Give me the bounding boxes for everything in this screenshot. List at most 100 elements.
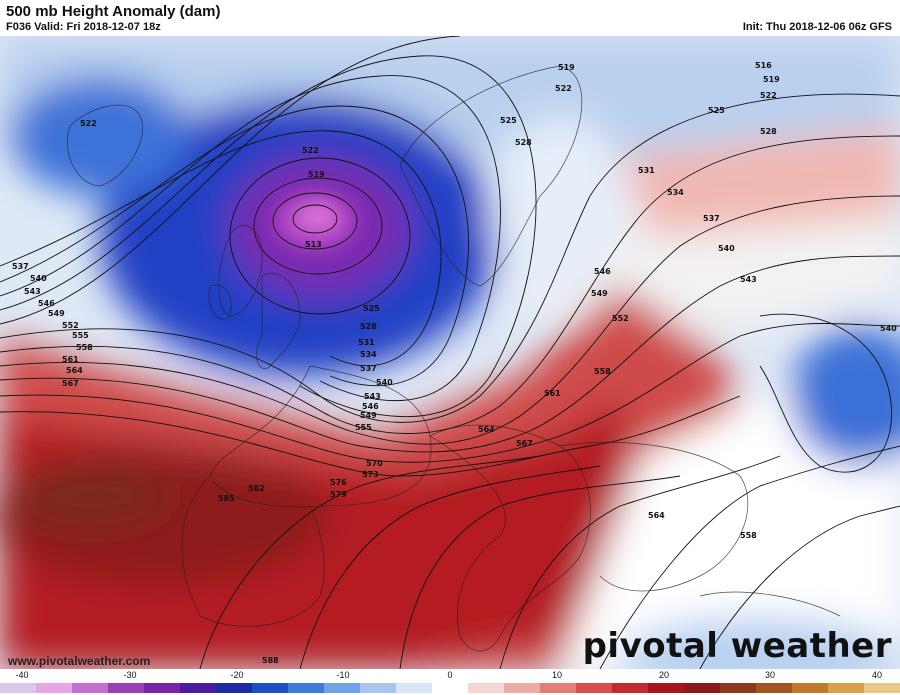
height-contours (0, 36, 900, 669)
contour-label: 528 (760, 127, 777, 136)
colorbar-swatch (432, 683, 468, 693)
colorbar-swatch (72, 683, 108, 693)
colorbar-swatch (684, 683, 720, 693)
init-time: Init: Thu 2018-12-06 06z GFS (742, 21, 892, 33)
contour-label: 537 (12, 262, 29, 271)
contour-label: 519 (308, 170, 325, 179)
contour-label: 573 (362, 470, 379, 479)
contour-label: 543 (24, 287, 41, 296)
contour-label: 570 (366, 459, 383, 468)
pivotal-weather-logo: pivotal weather (582, 626, 892, 666)
contour-label: 513 (305, 240, 322, 249)
contour-label: 558 (740, 531, 757, 540)
colorbar-swatch (864, 683, 900, 693)
coastlines (67, 65, 841, 652)
colorbar-swatch (288, 683, 324, 693)
contour-label: 540 (30, 274, 47, 283)
contour-label: 534 (360, 350, 377, 359)
colorbar-swatch (468, 683, 504, 693)
colorbar-swatch (828, 683, 864, 693)
low-center (275, 193, 355, 249)
colorbar-swatch (396, 683, 432, 693)
colorbar-swatch (792, 683, 828, 693)
contour-label: 522 (80, 119, 97, 128)
contour-label: 561 (544, 389, 561, 398)
contour-label: 585 (218, 494, 235, 503)
colorbar-swatch (540, 683, 576, 693)
colorbar-swatch (0, 683, 36, 693)
contour-label: 525 (708, 106, 725, 115)
contour-label: 564 (648, 511, 665, 520)
colorbar-swatch (252, 683, 288, 693)
contour-label: 531 (638, 166, 655, 175)
anomaly-map-svg: 513 516 519 522 525 528 531 534 537 540 … (0, 36, 900, 669)
colorbar-swatch (720, 683, 756, 693)
contour-label: 519 (763, 75, 780, 84)
colorbar-swatch (612, 683, 648, 693)
contour-label: 567 (516, 439, 533, 448)
valid-time: F036 Valid: Fri 2018-12-07 18z (6, 21, 161, 33)
contour-label: 522 (760, 91, 777, 100)
colorbar-tick: 30 (764, 670, 776, 680)
anomaly-map[interactable]: 513 516 519 522 525 528 531 534 537 540 … (0, 36, 900, 669)
contour-label: 558 (594, 367, 611, 376)
colorbar-swatch (144, 683, 180, 693)
contour-label: 525 (500, 116, 517, 125)
contour-label: 546 (38, 299, 55, 308)
colorbar-swatch (216, 683, 252, 693)
contour-label: 546 (362, 402, 379, 411)
contour-label: 528 (515, 138, 532, 147)
map-title: 500 mb Height Anomaly (dam) (6, 3, 221, 20)
contour-labels: 513 516 519 522 525 528 531 534 537 540 … (12, 61, 897, 665)
contour-label: 549 (360, 411, 377, 420)
colorbar: -40 -30 -20 -10 0 10 20 30 40 (0, 669, 900, 695)
contour-label: 555 (72, 331, 89, 340)
colorbar-swatch (108, 683, 144, 693)
colorbar-swatch (576, 683, 612, 693)
colorbar-swatch (180, 683, 216, 693)
contour-label: 540 (880, 324, 897, 333)
colorbar-swatch (324, 683, 360, 693)
colorbar-swatch (648, 683, 684, 693)
colorbar-tick: 20 (658, 670, 670, 680)
contour-label: 549 (48, 309, 65, 318)
contour-label: 540 (376, 378, 393, 387)
contour-label: 522 (555, 84, 572, 93)
colorbar-tick: -10 (336, 670, 350, 680)
contour-label: 567 (62, 379, 79, 388)
contour-label: 579 (330, 490, 347, 499)
contour-label: 525 (363, 304, 380, 313)
contour-label: 588 (262, 656, 279, 665)
colorbar-tick: 0 (447, 670, 453, 680)
contour-label: 549 (591, 289, 608, 298)
contour-label: 555 (355, 423, 372, 432)
contour-label: 531 (358, 338, 375, 347)
contour-label: 576 (330, 478, 347, 487)
contour-label: 543 (740, 275, 757, 284)
contour-label: 540 (718, 244, 735, 253)
colorbar-swatch (36, 683, 72, 693)
contour-label: 552 (62, 321, 79, 330)
contour-label: 546 (594, 267, 611, 276)
map-header: 500 mb Height Anomaly (dam) F036 Valid: … (0, 0, 900, 36)
colorbar-swatch (756, 683, 792, 693)
contour-label: 522 (302, 146, 319, 155)
contour-label: 582 (248, 484, 265, 493)
website-url[interactable]: www.pivotalweather.com (8, 654, 151, 668)
colorbar-swatch (504, 683, 540, 693)
contour-label: 516 (755, 61, 772, 70)
contour-label: 561 (62, 355, 79, 364)
contour-label: 537 (703, 214, 720, 223)
colorbar-tick: -20 (230, 670, 244, 680)
colorbar-tick: 40 (871, 670, 883, 680)
contour-label: 543 (364, 392, 381, 401)
contour-label: 519 (558, 63, 575, 72)
contour-label: 564 (478, 425, 495, 434)
contour-label: 552 (612, 314, 629, 323)
contour-label: 564 (66, 366, 83, 375)
contour-label: 534 (667, 188, 684, 197)
colorbar-tick: -30 (123, 670, 137, 680)
contour-label: 558 (76, 343, 93, 352)
colorbar-tick: 10 (551, 670, 563, 680)
contour-label: 528 (360, 322, 377, 331)
